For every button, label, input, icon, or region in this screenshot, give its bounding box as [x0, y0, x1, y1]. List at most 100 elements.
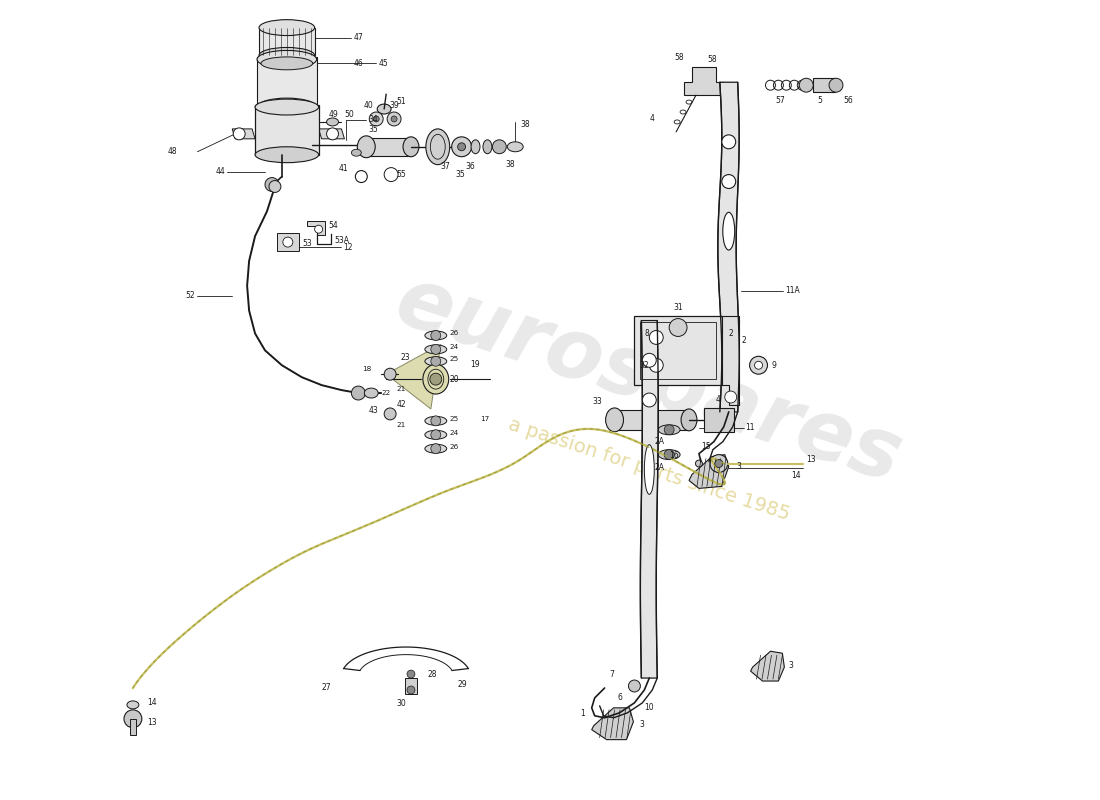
Text: 14: 14 [146, 698, 156, 707]
Text: 53A: 53A [334, 236, 350, 245]
Text: 28: 28 [428, 670, 438, 678]
Text: 5: 5 [817, 95, 823, 105]
Circle shape [124, 710, 142, 728]
Text: 30: 30 [396, 699, 406, 708]
Ellipse shape [257, 98, 317, 116]
Circle shape [452, 137, 472, 157]
Text: 10: 10 [645, 703, 654, 712]
Text: 36: 36 [465, 162, 475, 171]
Text: 58: 58 [674, 53, 684, 62]
Ellipse shape [364, 388, 378, 398]
Text: 57: 57 [776, 95, 785, 105]
Text: 43: 43 [368, 406, 378, 415]
Bar [615, 410, 689, 430]
Text: 56: 56 [843, 95, 852, 105]
Ellipse shape [507, 142, 524, 152]
Circle shape [829, 78, 843, 92]
Circle shape [649, 358, 663, 372]
Text: 2: 2 [728, 329, 734, 338]
Text: 15: 15 [702, 442, 711, 451]
Text: 45: 45 [378, 59, 388, 68]
Bar [813, 78, 835, 92]
Ellipse shape [695, 460, 703, 467]
Polygon shape [319, 129, 344, 139]
Ellipse shape [658, 450, 680, 459]
Bar [366, 138, 411, 156]
Ellipse shape [606, 408, 624, 432]
Text: a passion for parts since 1985: a passion for parts since 1985 [506, 415, 792, 524]
Text: 47: 47 [353, 33, 363, 42]
Circle shape [431, 444, 441, 454]
Bar [258, 28, 315, 55]
Text: 51: 51 [396, 97, 406, 106]
Circle shape [669, 318, 688, 337]
Text: 21: 21 [397, 422, 406, 428]
Bar [130, 718, 136, 734]
Ellipse shape [377, 104, 392, 114]
Circle shape [725, 391, 737, 403]
Text: 7: 7 [609, 670, 615, 678]
Ellipse shape [255, 146, 319, 162]
Text: 14: 14 [792, 471, 801, 480]
Text: 44: 44 [216, 167, 225, 176]
Text: 37: 37 [441, 162, 451, 171]
Bar [257, 58, 317, 107]
Text: 23: 23 [400, 353, 410, 362]
Circle shape [664, 425, 674, 434]
Ellipse shape [264, 54, 310, 66]
Text: 24: 24 [450, 430, 459, 436]
Circle shape [407, 670, 415, 678]
Ellipse shape [258, 47, 315, 63]
Text: 34: 34 [368, 115, 378, 125]
Circle shape [387, 112, 402, 126]
Ellipse shape [425, 345, 447, 354]
Text: 18: 18 [362, 366, 371, 372]
Ellipse shape [422, 364, 449, 394]
Circle shape [649, 330, 663, 344]
Text: 38: 38 [520, 121, 530, 130]
Text: 25: 25 [450, 356, 459, 362]
Polygon shape [750, 651, 784, 681]
Text: 13: 13 [806, 455, 816, 464]
Ellipse shape [351, 150, 361, 156]
Text: 40: 40 [363, 101, 373, 110]
Ellipse shape [126, 701, 139, 709]
Text: 52: 52 [186, 291, 196, 300]
Circle shape [265, 178, 279, 191]
Text: 29: 29 [458, 679, 468, 689]
Circle shape [270, 181, 280, 193]
Text: 26: 26 [450, 330, 459, 337]
Text: 54: 54 [329, 221, 339, 230]
Circle shape [370, 112, 383, 126]
Text: 38: 38 [506, 160, 515, 169]
Text: 9: 9 [771, 361, 777, 370]
Text: 12: 12 [343, 242, 353, 251]
Text: 35: 35 [455, 170, 465, 179]
Text: 58: 58 [707, 55, 717, 64]
Text: 27: 27 [321, 683, 331, 693]
Bar [635, 315, 722, 385]
Bar [405, 678, 417, 694]
Polygon shape [722, 315, 739, 405]
Text: 3: 3 [737, 462, 741, 471]
Text: 42: 42 [396, 401, 406, 410]
Ellipse shape [471, 140, 480, 154]
Text: 13: 13 [146, 718, 156, 727]
Text: 19: 19 [471, 360, 481, 369]
Text: 48: 48 [168, 147, 177, 156]
Text: 21: 21 [397, 386, 406, 392]
Ellipse shape [255, 99, 319, 115]
Text: 2: 2 [741, 336, 747, 345]
Text: 39: 39 [389, 101, 399, 110]
Text: 53: 53 [302, 238, 312, 247]
Text: 4: 4 [649, 114, 654, 123]
Text: 17: 17 [481, 416, 490, 422]
Ellipse shape [261, 57, 312, 70]
Bar [640, 322, 716, 379]
Circle shape [493, 140, 506, 154]
Circle shape [384, 408, 396, 420]
Text: 4: 4 [716, 395, 720, 405]
Text: 1: 1 [580, 710, 585, 718]
Ellipse shape [425, 331, 447, 340]
Text: 3: 3 [639, 720, 645, 730]
